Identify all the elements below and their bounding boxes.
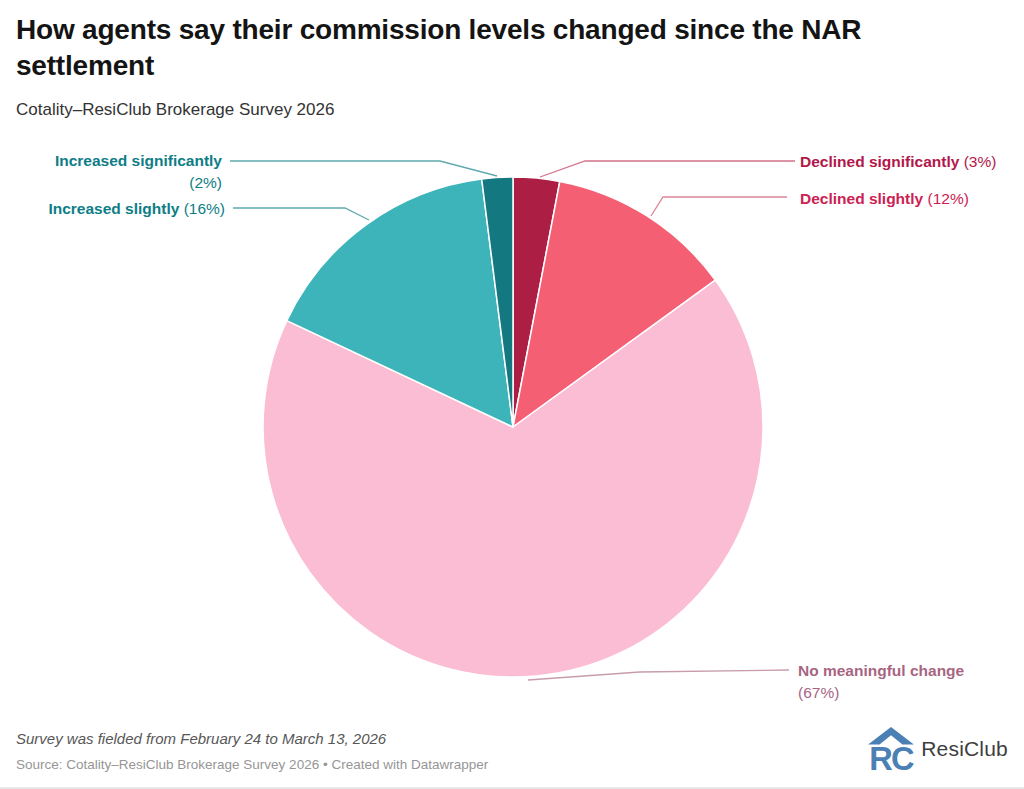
slice-label-name: No meaningful change [798,662,964,679]
slice-label-percent: (2%) [189,174,222,191]
leader-line-declined-slightly [651,197,787,216]
svg-text:RC: RC [869,741,914,771]
chart-container: How agents say their commission levels c… [0,0,1024,789]
slice-label-increased-slightly: Increased slightly (16%) [0,198,225,220]
slice-label-percent: (16%) [179,200,225,217]
slice-label-increased-significantly: Increased significantly (2%) [0,150,222,193]
slice-label-percent: (67%) [798,684,839,701]
leader-line-increased-significantly [230,161,497,176]
leader-line-increased-slightly [233,208,369,220]
slice-label-no-meaningful-change: No meaningful change (67%) [798,660,964,703]
slice-label-percent: (12%) [923,190,969,207]
slice-label-name: Increased significantly [55,152,222,169]
slice-label-declined-significantly: Declined significantly (3%) [800,151,996,173]
resiclub-logo: RC ResiClub [868,727,1008,771]
slice-label-name: Declined significantly [800,153,959,170]
chart-note: Survey was fielded from February 24 to M… [16,730,386,747]
leader-line-declined-significantly [540,161,795,177]
resiclub-logo-text: ResiClub [921,737,1008,761]
slice-label-name: Declined slightly [800,190,923,207]
slice-label-declined-slightly: Declined slightly (12%) [800,188,969,210]
chart-source: Source: Cotality–ResiClub Brokerage Surv… [16,757,488,772]
slice-label-name: Increased slightly [48,200,179,217]
resiclub-house-icon: RC [868,727,914,771]
slice-label-percent: (3%) [959,153,996,170]
